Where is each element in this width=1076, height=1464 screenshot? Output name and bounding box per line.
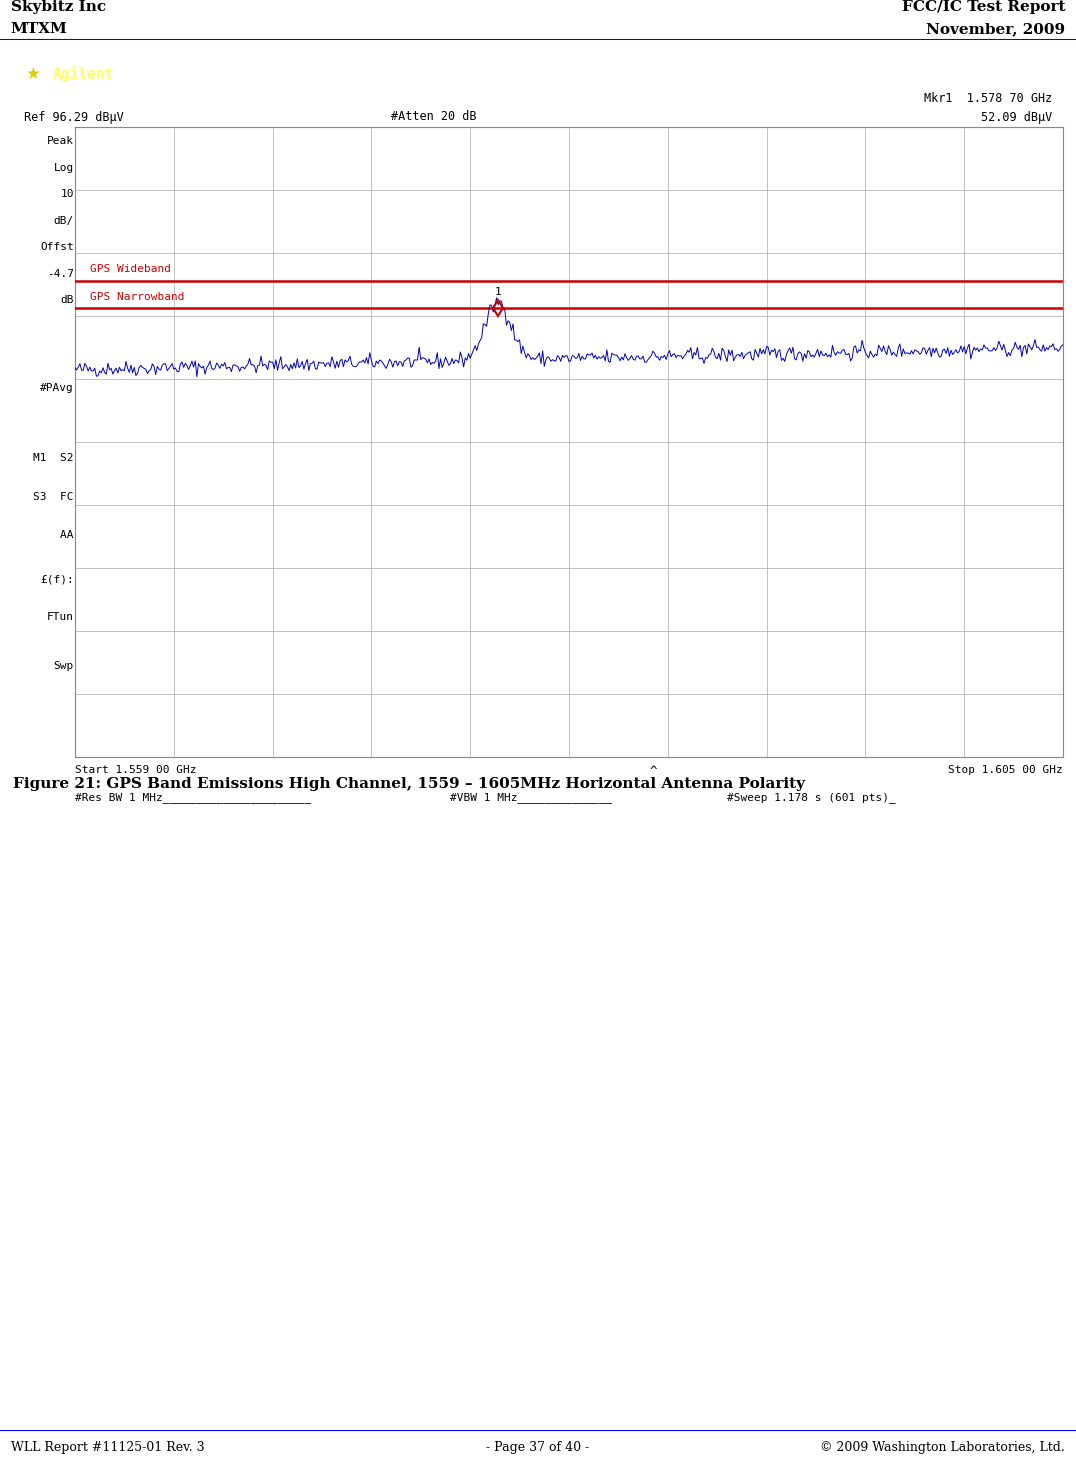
Text: ^: ^: [649, 766, 656, 777]
Text: Start 1.559 00 GHz: Start 1.559 00 GHz: [75, 766, 197, 774]
Text: #Atten 20 dB: #Atten 20 dB: [391, 110, 477, 123]
Text: 52.09 dBμV: 52.09 dBμV: [981, 110, 1052, 123]
Text: £(f):: £(f):: [40, 574, 74, 584]
Text: © 2009 Washington Laboratories, Ltd.: © 2009 Washington Laboratories, Ltd.: [821, 1441, 1065, 1454]
Text: Agilent: Agilent: [53, 66, 114, 82]
Text: WLL Report #11125-01 Rev. 3: WLL Report #11125-01 Rev. 3: [11, 1441, 204, 1454]
Text: ★: ★: [26, 64, 41, 82]
Text: dB/: dB/: [54, 215, 74, 225]
Text: Swp: Swp: [54, 660, 74, 671]
Text: Mkr1  1.578 70 GHz: Mkr1 1.578 70 GHz: [924, 92, 1052, 105]
Text: 10: 10: [60, 189, 74, 199]
Text: FCC/IC Test Report: FCC/IC Test Report: [902, 0, 1065, 15]
Text: #VBW 1 MHz______________: #VBW 1 MHz______________: [451, 792, 612, 804]
Text: Peak: Peak: [46, 136, 74, 146]
Text: AA: AA: [33, 530, 74, 540]
Text: Offst: Offst: [40, 242, 74, 252]
Text: 1: 1: [495, 287, 501, 297]
Text: #PAvg: #PAvg: [40, 384, 74, 394]
Text: M1  S2: M1 S2: [33, 452, 74, 463]
Text: FTun: FTun: [46, 612, 74, 622]
Text: #Sweep 1.178 s (601 pts)_: #Sweep 1.178 s (601 pts)_: [727, 792, 896, 804]
Text: - Page 37 of 40 -: - Page 37 of 40 -: [486, 1441, 590, 1454]
Text: S3  FC: S3 FC: [33, 492, 74, 502]
Text: 14:57:29  Sep 16, 2009: 14:57:29 Sep 16, 2009: [175, 66, 360, 81]
Text: Log: Log: [54, 163, 74, 173]
Text: GPS Wideband: GPS Wideband: [89, 264, 171, 274]
Text: Skybitz Inc: Skybitz Inc: [11, 0, 105, 15]
Text: Figure 21: GPS Band Emissions High Channel, 1559 – 1605MHz Horizontal Antenna Po: Figure 21: GPS Band Emissions High Chann…: [13, 777, 805, 791]
Text: dB: dB: [60, 296, 74, 305]
Text: Stop 1.605 00 GHz: Stop 1.605 00 GHz: [948, 766, 1063, 774]
Text: November, 2009: November, 2009: [926, 22, 1065, 37]
Text: R    T: R T: [769, 66, 824, 81]
Text: GPS Narrowband: GPS Narrowband: [89, 293, 184, 302]
Text: MTXM: MTXM: [11, 22, 68, 37]
Text: #Res BW 1 MHz______________________: #Res BW 1 MHz______________________: [75, 792, 311, 804]
Text: -4.7: -4.7: [46, 269, 74, 278]
Text: Ref 96.29 dBμV: Ref 96.29 dBμV: [24, 110, 124, 123]
